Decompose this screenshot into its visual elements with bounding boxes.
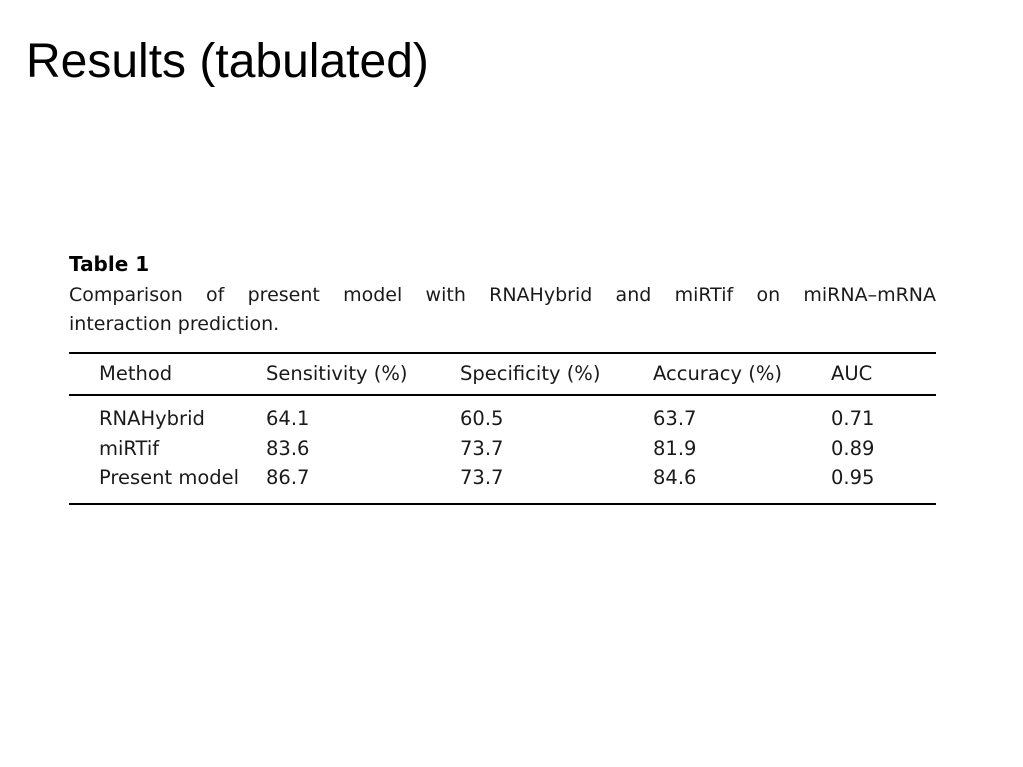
table-row: RNAHybrid 64.1 60.5 63.7 0.71 bbox=[69, 395, 936, 434]
cell-auc: 0.71 bbox=[831, 407, 875, 430]
table-caption-line: interaction prediction. bbox=[69, 313, 280, 335]
cell-specificity: 73.7 bbox=[460, 466, 504, 489]
cell-specificity: 73.7 bbox=[460, 436, 504, 460]
table-caption-line: Comparison of present model with RNAHybr… bbox=[69, 284, 936, 306]
header-specificity: Specificity (%) bbox=[460, 362, 601, 385]
cell-auc: 0.95 bbox=[831, 466, 875, 489]
table-figure: Table 1 Comparison of present model with… bbox=[69, 250, 936, 505]
cell-specificity: 60.5 bbox=[460, 407, 504, 430]
cell-accuracy: 84.6 bbox=[653, 466, 697, 489]
cell-accuracy: 81.9 bbox=[653, 436, 697, 460]
cell-method: Present model bbox=[99, 466, 240, 489]
header-method: Method bbox=[99, 362, 173, 385]
header-auc: AUC bbox=[831, 362, 873, 385]
header-accuracy: Accuracy (%) bbox=[653, 362, 782, 385]
cell-sensitivity: 64.1 bbox=[266, 407, 310, 430]
cell-auc: 0.89 bbox=[831, 436, 875, 460]
slide-title: Results (tabulated) bbox=[26, 35, 429, 88]
cell-method: RNAHybrid bbox=[99, 407, 205, 430]
table-caption: Comparison of present model with RNAHybr… bbox=[69, 281, 936, 339]
header-sensitivity: Sensitivity (%) bbox=[266, 362, 408, 385]
cell-method: miRTif bbox=[99, 436, 160, 460]
cell-sensitivity: 83.6 bbox=[266, 436, 310, 460]
results-table: Method Sensitivity (%) Specificity (%) A… bbox=[69, 352, 936, 505]
table-row: Present model 86.7 73.7 84.6 0.95 bbox=[69, 463, 936, 504]
cell-sensitivity: 86.7 bbox=[266, 466, 310, 489]
cell-accuracy: 63.7 bbox=[653, 407, 697, 430]
table-label: Table 1 bbox=[69, 252, 150, 276]
table-row: miRTif 83.6 73.7 81.9 0.89 bbox=[69, 434, 936, 464]
table-header-row: Method Sensitivity (%) Specificity (%) A… bbox=[69, 353, 936, 395]
